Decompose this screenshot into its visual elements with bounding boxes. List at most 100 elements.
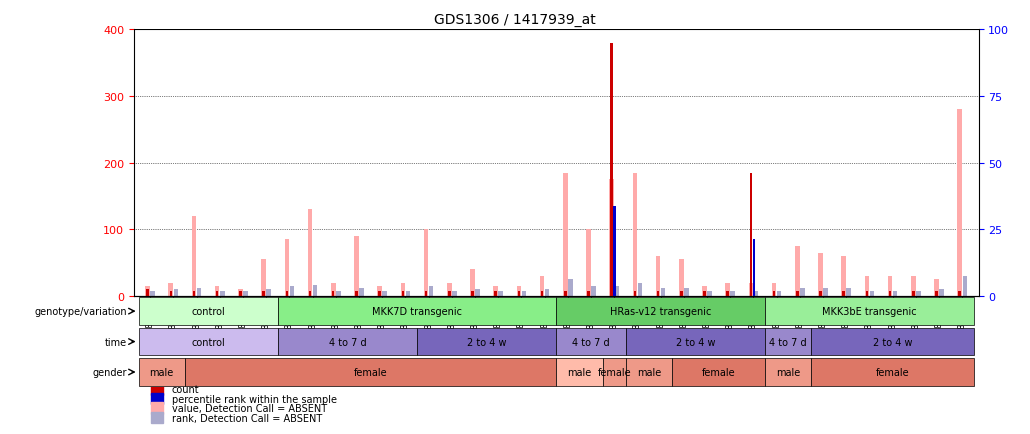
Bar xyxy=(170,291,172,296)
Bar xyxy=(725,283,730,296)
Text: 2 to 4 w: 2 to 4 w xyxy=(872,337,913,347)
Bar xyxy=(656,256,660,296)
Bar xyxy=(169,283,173,296)
Text: male: male xyxy=(777,367,800,377)
Bar xyxy=(556,298,765,325)
Bar xyxy=(796,291,798,296)
Bar xyxy=(139,328,278,355)
Bar xyxy=(564,291,566,296)
Text: 4 to 7 d: 4 to 7 d xyxy=(769,337,808,347)
Bar xyxy=(139,298,278,325)
Bar xyxy=(331,283,336,296)
Bar xyxy=(267,289,271,296)
Bar xyxy=(893,291,897,296)
Bar xyxy=(703,291,706,296)
Bar xyxy=(332,291,335,296)
Bar xyxy=(865,291,868,296)
Bar xyxy=(657,291,659,296)
Bar xyxy=(726,291,729,296)
Bar xyxy=(150,384,164,395)
Bar xyxy=(708,291,712,296)
Bar xyxy=(239,291,242,296)
Bar xyxy=(174,289,178,296)
Bar xyxy=(916,291,921,296)
Text: male: male xyxy=(149,367,174,377)
Bar xyxy=(185,358,556,386)
Text: 4 to 7 d: 4 to 7 d xyxy=(329,337,367,347)
Bar xyxy=(812,328,973,355)
Bar xyxy=(680,291,683,296)
Bar xyxy=(638,283,643,296)
Bar xyxy=(730,291,735,296)
Bar xyxy=(777,291,782,296)
Bar xyxy=(765,298,973,325)
Text: HRas-v12 transgenic: HRas-v12 transgenic xyxy=(610,306,712,316)
Text: GDS1306 / 1417939_at: GDS1306 / 1417939_at xyxy=(434,13,596,27)
Bar xyxy=(150,402,164,414)
Bar xyxy=(402,291,404,296)
Bar xyxy=(911,276,916,296)
Bar xyxy=(765,328,812,355)
Bar xyxy=(753,240,755,296)
Bar xyxy=(215,286,219,296)
Text: control: control xyxy=(192,306,225,316)
Bar xyxy=(673,358,765,386)
Bar xyxy=(842,256,846,296)
Bar xyxy=(150,412,164,424)
Bar xyxy=(289,286,295,296)
Bar xyxy=(406,291,410,296)
Bar xyxy=(262,260,266,296)
Bar xyxy=(220,291,225,296)
Bar xyxy=(633,291,637,296)
Bar xyxy=(702,286,707,296)
Text: count: count xyxy=(172,384,200,394)
Bar xyxy=(632,173,638,296)
Bar xyxy=(626,328,765,355)
Bar xyxy=(819,291,822,296)
Bar xyxy=(447,283,451,296)
Text: time: time xyxy=(105,337,127,347)
Bar xyxy=(313,285,317,296)
Bar xyxy=(428,286,434,296)
Bar xyxy=(284,240,289,296)
Text: female: female xyxy=(597,367,631,377)
Bar xyxy=(493,286,497,296)
Bar xyxy=(263,291,265,296)
Bar xyxy=(417,328,556,355)
Bar xyxy=(962,276,967,296)
Bar xyxy=(795,247,799,296)
Bar xyxy=(556,358,603,386)
Bar xyxy=(540,276,544,296)
Bar xyxy=(888,276,892,296)
Bar xyxy=(150,393,164,404)
Bar xyxy=(563,173,568,296)
Text: female: female xyxy=(876,367,909,377)
Bar xyxy=(800,288,804,296)
Bar xyxy=(278,298,556,325)
Text: male: male xyxy=(637,367,661,377)
Bar xyxy=(336,291,341,296)
Text: genotype/variation: genotype/variation xyxy=(34,306,127,316)
Bar xyxy=(401,283,405,296)
Text: 4 to 7 d: 4 to 7 d xyxy=(573,337,610,347)
Bar xyxy=(309,291,311,296)
Bar xyxy=(359,288,364,296)
Bar xyxy=(611,44,613,296)
Bar xyxy=(614,207,616,296)
Bar xyxy=(499,291,503,296)
Bar xyxy=(626,358,673,386)
Bar xyxy=(150,291,154,296)
Bar xyxy=(243,291,248,296)
Text: rank, Detection Call = ABSENT: rank, Detection Call = ABSENT xyxy=(172,413,322,423)
Bar xyxy=(517,286,521,296)
Bar xyxy=(556,328,626,355)
Text: MKK7D transgenic: MKK7D transgenic xyxy=(372,306,462,316)
Bar xyxy=(586,230,591,296)
Bar xyxy=(661,288,665,296)
Bar xyxy=(750,173,752,296)
Bar xyxy=(591,286,595,296)
Text: 2 to 4 w: 2 to 4 w xyxy=(467,337,507,347)
Bar xyxy=(959,291,961,296)
Bar xyxy=(517,291,520,296)
Bar xyxy=(470,270,475,296)
